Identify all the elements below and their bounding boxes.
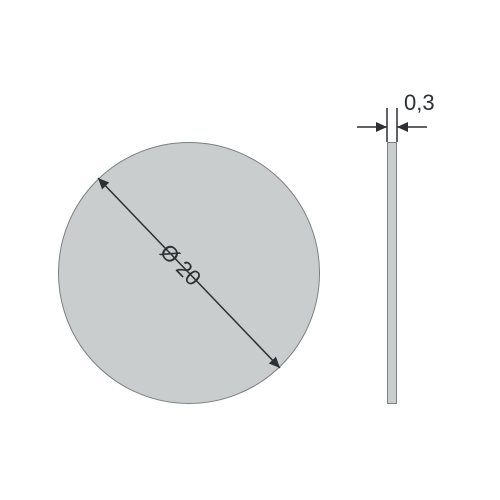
drawing-stage: Ø 20 0,3 (0, 0, 500, 500)
thickness-dimension-label: 0,3 (404, 90, 435, 116)
dimension-overlay (0, 0, 500, 500)
